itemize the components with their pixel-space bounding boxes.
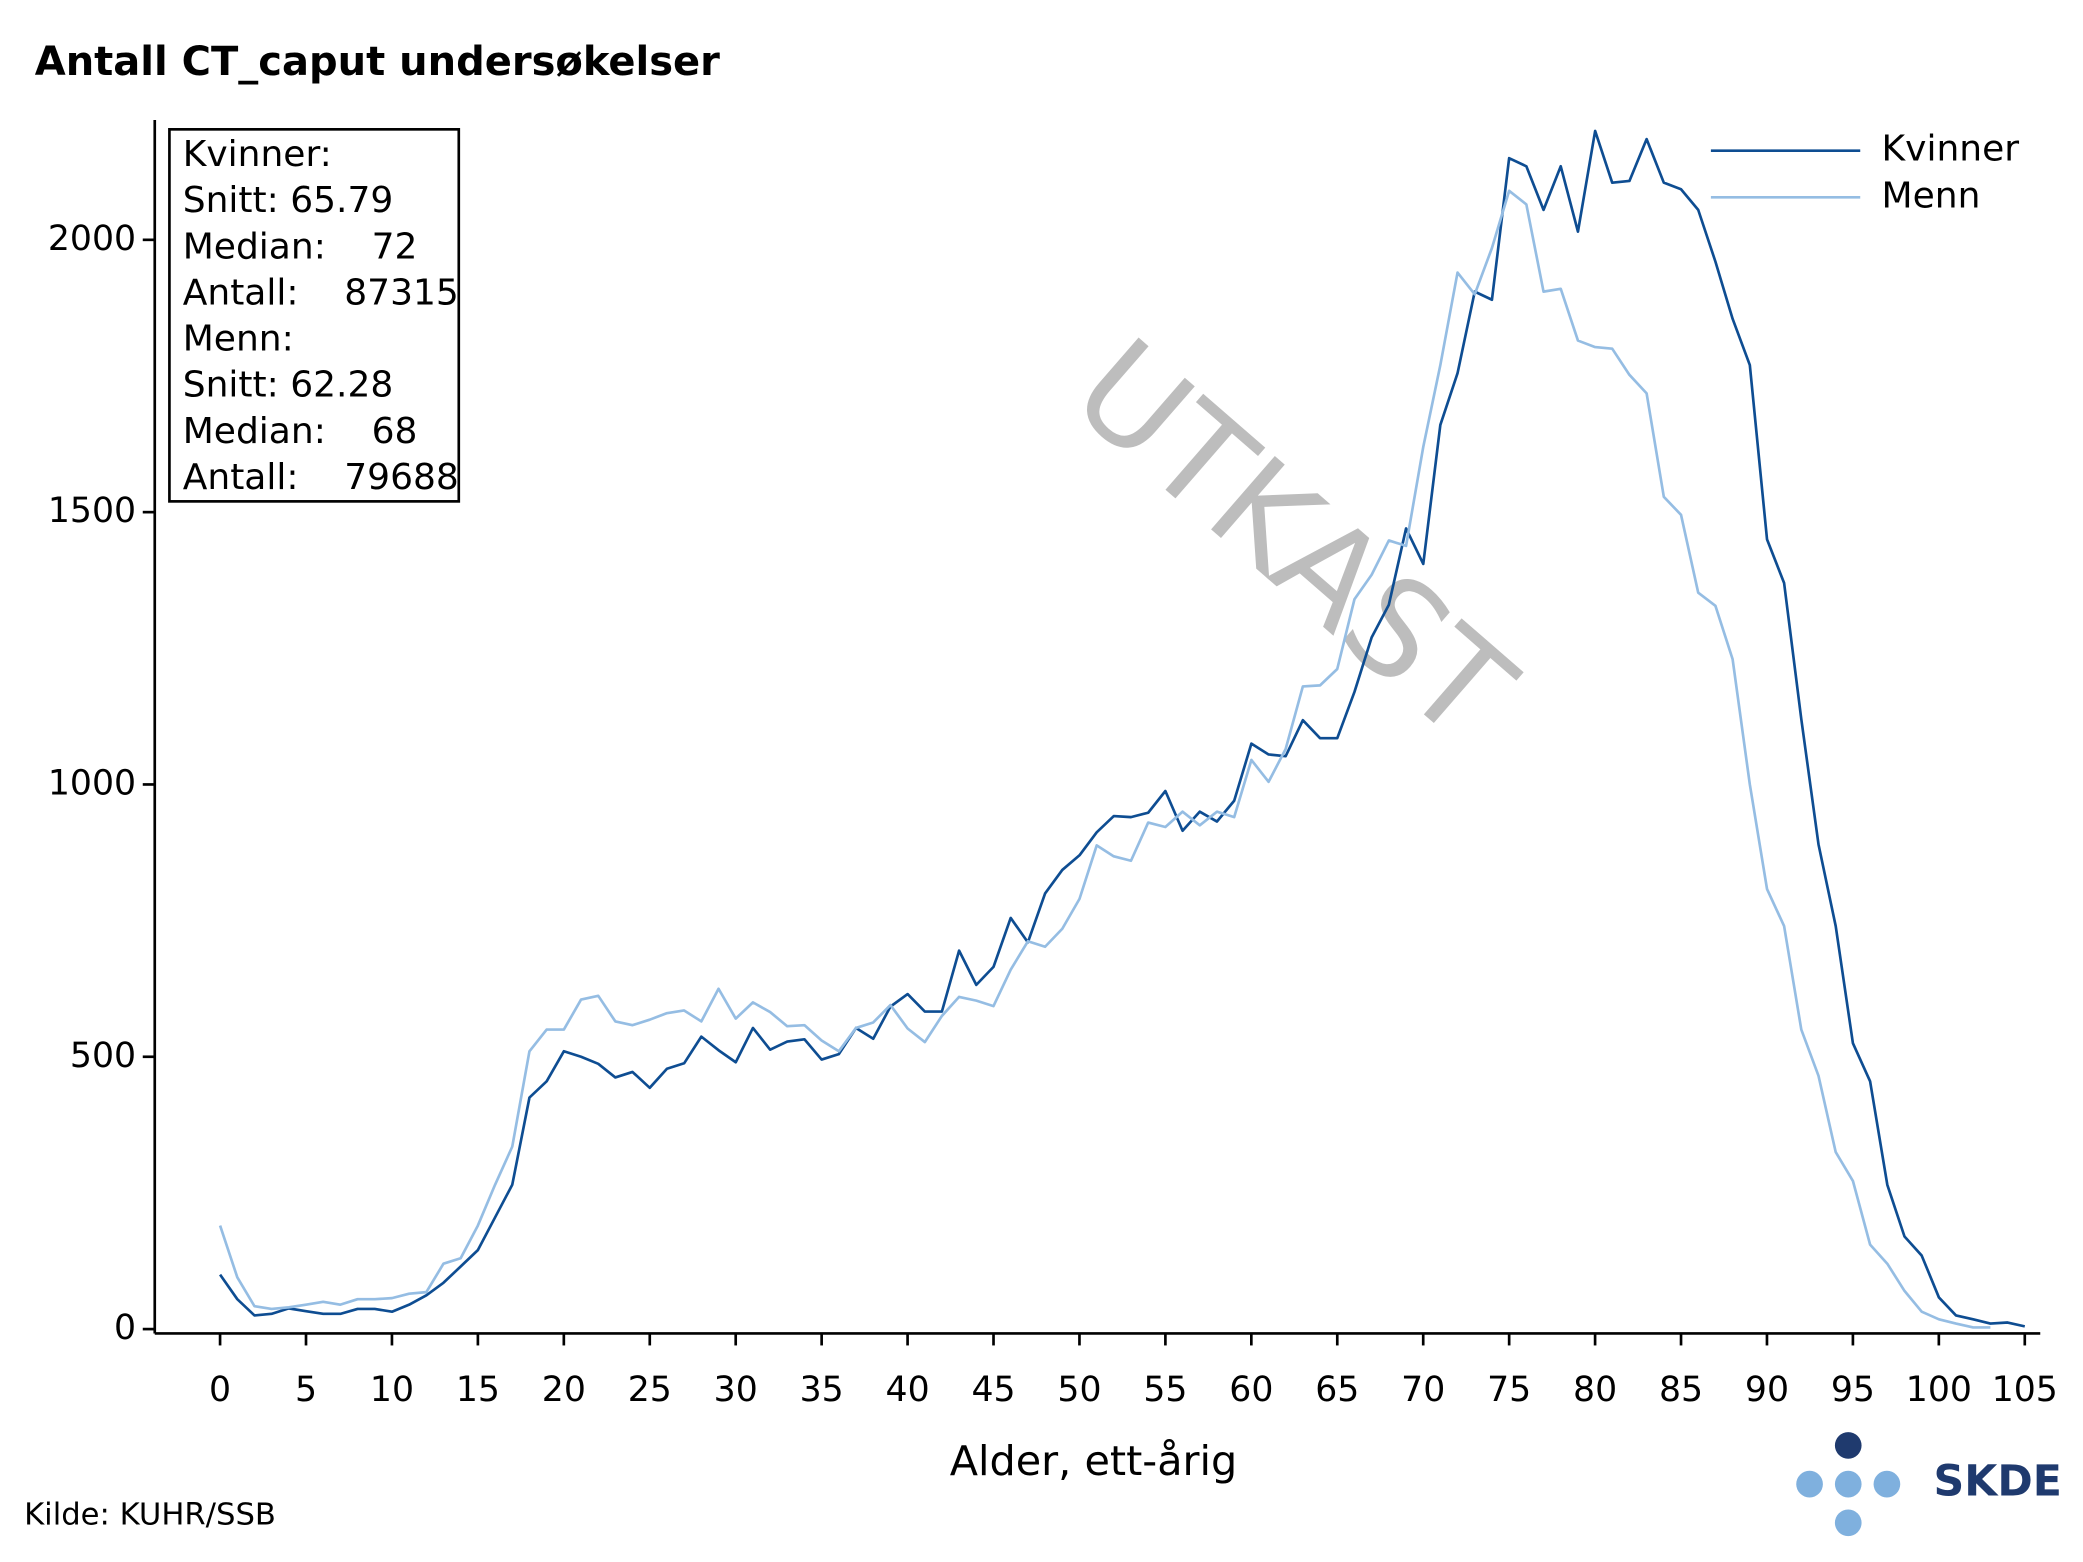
- x-tick-label: 0: [209, 1370, 231, 1410]
- logo-text: SKDE: [1934, 1457, 2062, 1507]
- y-tick-label: 0: [114, 1308, 136, 1348]
- line-series: [218, 189, 1991, 1329]
- y-tick-label: 2000: [48, 219, 136, 259]
- x-tick-label: 80: [1573, 1370, 1617, 1410]
- x-tick-label: 60: [1229, 1370, 1273, 1410]
- stats-line: Snitt: 62.28: [183, 365, 394, 406]
- x-tick-label: 55: [1143, 1370, 1187, 1410]
- y-tick-label: 1000: [48, 763, 136, 803]
- logo-dot: [1796, 1470, 1823, 1498]
- x-tick-label: 90: [1745, 1370, 1789, 1410]
- x-tick-label: 50: [1057, 1370, 1101, 1410]
- x-tick-label: 30: [714, 1370, 758, 1410]
- stats-line: Menn:: [183, 319, 294, 360]
- chart-title: Antall CT_caput undersøkelser: [35, 39, 720, 85]
- stats-line: Antall: 79688: [183, 457, 459, 498]
- x-tick-label: 65: [1315, 1370, 1359, 1410]
- stats-line: Median: 68: [183, 411, 418, 452]
- x-tick-label: 10: [370, 1370, 414, 1410]
- x-tick-label: 70: [1401, 1370, 1445, 1410]
- line-series: [219, 129, 2026, 1328]
- x-tick-label: 15: [456, 1370, 500, 1410]
- x-tick-label: 35: [800, 1370, 844, 1410]
- x-axis-label: Alder, ett-årig: [950, 1437, 1237, 1485]
- watermark: UTKAST: [1045, 310, 1541, 769]
- logo-dot: [1834, 1432, 1862, 1459]
- x-tick-label: 105: [1992, 1370, 2058, 1410]
- logo-dot: [1834, 1509, 1862, 1537]
- stats-box: [168, 128, 461, 503]
- x-tick-label: 100: [1906, 1370, 1972, 1410]
- x-tick-label: 85: [1659, 1370, 1703, 1410]
- stats-line: Antall: 87315: [183, 272, 459, 313]
- logo-dot: [1834, 1470, 1862, 1498]
- y-tick-label: 500: [70, 1036, 136, 1076]
- legend-label: Kvinner: [1882, 129, 2020, 170]
- stats-line: Kvinner:: [183, 134, 332, 175]
- logo: SKDE: [1796, 1432, 2062, 1537]
- x-tick-label: 95: [1831, 1370, 1875, 1410]
- stats-line: Snitt: 65.79: [183, 180, 394, 221]
- stats-line: Median: 72: [183, 226, 418, 267]
- logo-dot: [1873, 1470, 1901, 1498]
- y-tick-label: 1500: [48, 491, 136, 531]
- x-tick-label: 20: [542, 1370, 586, 1410]
- legend-label: Menn: [1882, 175, 1981, 216]
- x-tick-label: 25: [628, 1370, 672, 1410]
- x-tick-label: 5: [295, 1370, 317, 1410]
- x-tick-label: 75: [1487, 1370, 1531, 1410]
- source: Kilde: KUHR/SSB: [24, 1498, 276, 1533]
- x-tick-label: 40: [886, 1370, 930, 1410]
- x-tick-label: 45: [971, 1370, 1015, 1410]
